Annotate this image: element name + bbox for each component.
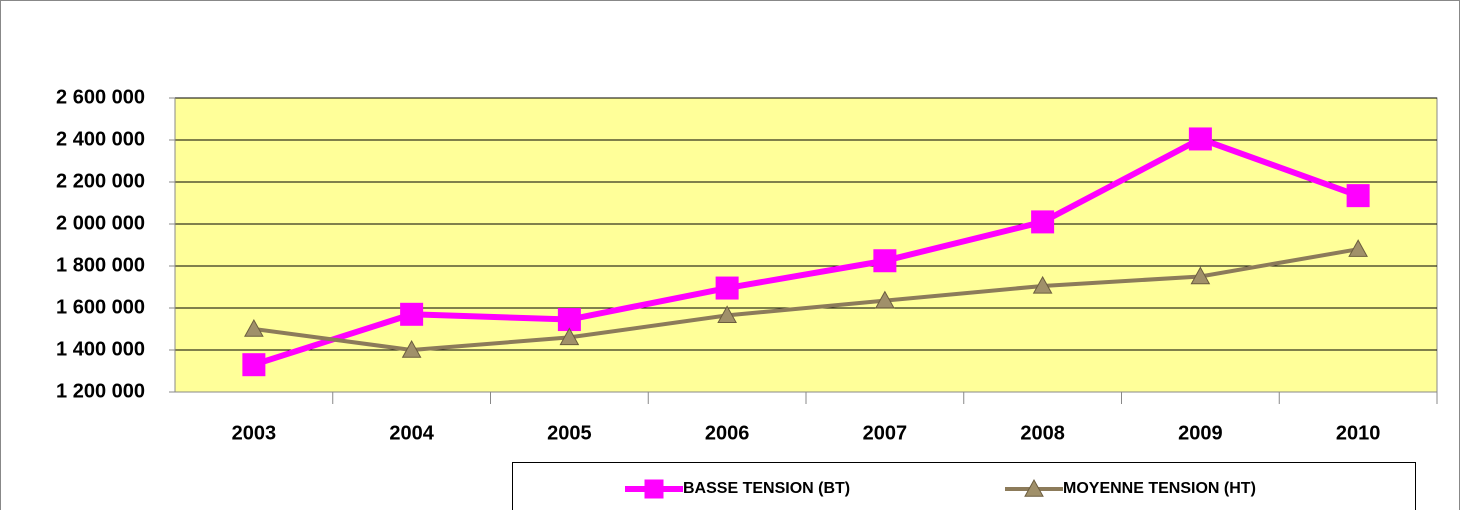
y-tick-label: 1 600 000 (56, 296, 145, 318)
point (875, 290, 895, 309)
y-tick-label: 2 600 000 (56, 86, 145, 108)
point (244, 318, 264, 337)
point (1348, 239, 1368, 257)
x-tick-label: 2008 (1020, 422, 1065, 444)
x-tick-label: 2009 (1178, 422, 1223, 444)
point (401, 339, 422, 358)
point (873, 249, 897, 273)
x-tick-label: 2004 (389, 422, 434, 444)
point (557, 308, 581, 332)
point (717, 305, 737, 324)
point (715, 276, 739, 300)
point (1190, 266, 1211, 285)
plot-area (174, 97, 1438, 393)
point (400, 302, 424, 326)
point (1024, 478, 1044, 497)
x-tick-label: 2006 (705, 422, 750, 444)
point (242, 353, 266, 377)
y-tick-label: 2 400 000 (56, 128, 145, 150)
x-tick-label: 2007 (863, 422, 908, 444)
legend-label: MOYENNE TENSION (HT) (1063, 480, 1256, 497)
series-line (252, 135, 1360, 368)
series-line (253, 247, 1359, 353)
point (1346, 184, 1370, 208)
x-tick-label: 2003 (232, 422, 277, 444)
x-tick-label: 2010 (1336, 422, 1381, 444)
y-tick-label: 2 200 000 (56, 170, 145, 192)
point (559, 327, 580, 346)
y-tick-label: 1 800 000 (56, 254, 145, 276)
point (1031, 210, 1055, 234)
y-tick-label: 1 400 000 (56, 338, 145, 360)
y-tick-label: 1 200 000 (56, 380, 145, 402)
point (1188, 127, 1212, 151)
x-tick-label: 2005 (547, 422, 592, 444)
legend-label: BASSE TENSION (BT) (683, 480, 850, 497)
y-tick-label: 2 000 000 (56, 212, 145, 234)
point (644, 479, 664, 499)
point (1032, 275, 1053, 294)
